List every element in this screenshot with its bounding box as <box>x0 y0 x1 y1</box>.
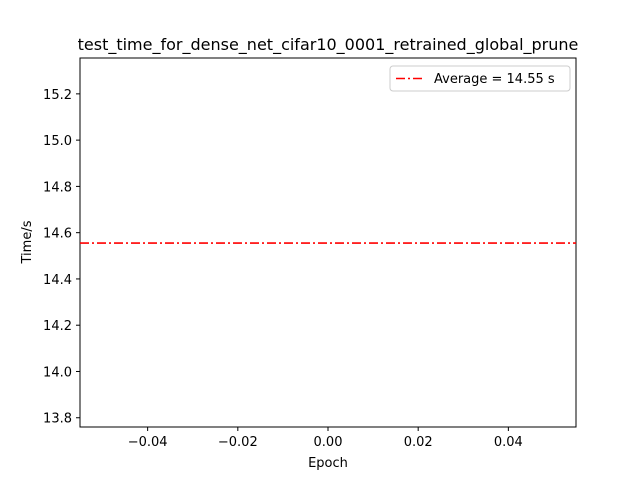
y-ticks: 13.8 14.0 14.2 14.4 14.6 14.8 15.0 15.2 <box>43 88 80 427</box>
y-axis-label: Time/s <box>20 220 35 264</box>
y-tick-label: 14.8 <box>43 180 72 195</box>
chart-title: test_time_for_dense_net_cifar10_0001_ret… <box>78 35 579 55</box>
legend-box <box>389 65 571 92</box>
x-tick-label: −0.04 <box>128 435 168 450</box>
legend-label-average: Average = 14.55 s <box>434 72 555 87</box>
y-tick-label: 13.8 <box>43 412 72 427</box>
y-tick-label: 14.4 <box>43 273 72 288</box>
x-tick-label: 0.04 <box>494 435 523 450</box>
x-axis-label: Epoch <box>308 456 348 471</box>
y-tick-label: 14.0 <box>43 365 72 380</box>
x-ticks: −0.04 −0.02 0.00 0.02 0.04 <box>128 427 523 450</box>
y-tick-label: 14.2 <box>43 319 72 334</box>
y-tick-label: 15.0 <box>43 134 72 149</box>
x-tick-label: −0.02 <box>218 435 258 450</box>
y-tick-label: 14.6 <box>43 227 72 242</box>
legend: Average = 14.55 s <box>389 65 571 92</box>
y-tick-label: 15.2 <box>43 88 72 103</box>
x-tick-label: 0.00 <box>314 435 343 450</box>
x-tick-label: 0.02 <box>404 435 433 450</box>
plot-area: −0.04 −0.02 0.00 0.02 0.04 13.814.014.214.41… <box>43 57 577 450</box>
